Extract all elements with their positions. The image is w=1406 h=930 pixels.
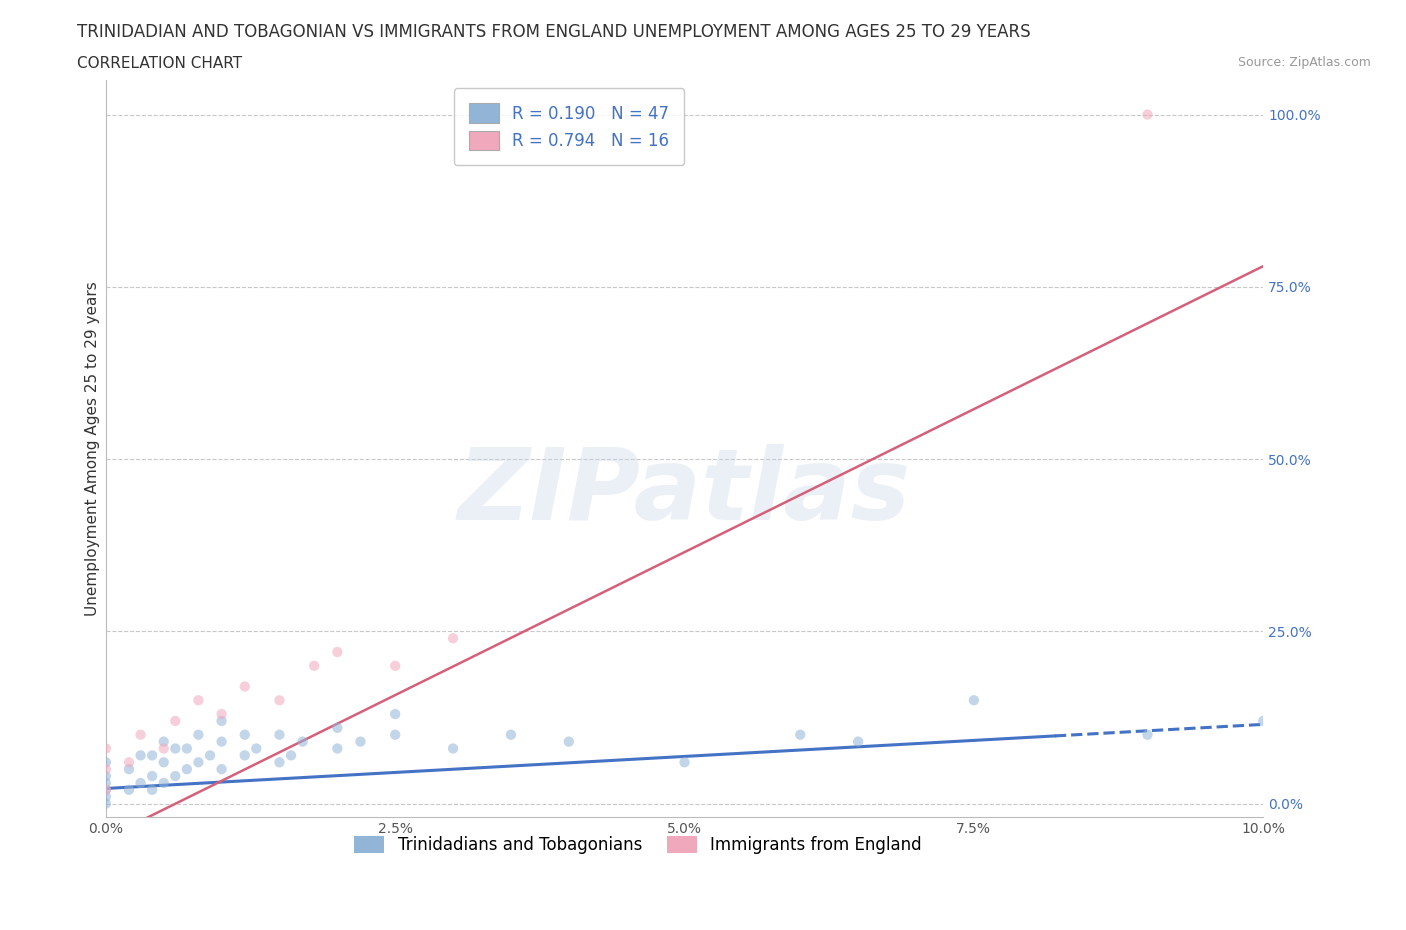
Point bbox=[94, 782, 117, 797]
Point bbox=[326, 721, 349, 736]
Point bbox=[211, 762, 233, 777]
Point bbox=[673, 755, 696, 770]
Y-axis label: Unemployment Among Ages 25 to 29 years: Unemployment Among Ages 25 to 29 years bbox=[86, 282, 100, 617]
Point bbox=[94, 790, 117, 804]
Point bbox=[1136, 107, 1159, 122]
Point bbox=[176, 762, 198, 777]
Point bbox=[269, 755, 291, 770]
Point bbox=[1136, 727, 1159, 742]
Text: CORRELATION CHART: CORRELATION CHART bbox=[77, 56, 242, 71]
Point bbox=[165, 768, 187, 783]
Point bbox=[384, 707, 406, 722]
Point bbox=[846, 734, 869, 749]
Point bbox=[118, 755, 141, 770]
Point bbox=[94, 796, 117, 811]
Text: TRINIDADIAN AND TOBAGONIAN VS IMMIGRANTS FROM ENGLAND UNEMPLOYMENT AMONG AGES 25: TRINIDADIAN AND TOBAGONIAN VS IMMIGRANTS… bbox=[77, 23, 1031, 41]
Point bbox=[94, 762, 117, 777]
Point bbox=[441, 741, 464, 756]
Point bbox=[789, 727, 811, 742]
Point bbox=[129, 776, 152, 790]
Point bbox=[291, 734, 314, 749]
Point bbox=[152, 741, 174, 756]
Point bbox=[141, 768, 163, 783]
Point bbox=[233, 727, 256, 742]
Point bbox=[558, 734, 581, 749]
Point bbox=[269, 727, 291, 742]
Point bbox=[211, 707, 233, 722]
Point bbox=[94, 741, 117, 756]
Point bbox=[280, 748, 302, 763]
Point bbox=[198, 748, 221, 763]
Point bbox=[94, 782, 117, 797]
Point bbox=[1251, 713, 1274, 728]
Point bbox=[211, 734, 233, 749]
Text: Source: ZipAtlas.com: Source: ZipAtlas.com bbox=[1237, 56, 1371, 69]
Point bbox=[118, 762, 141, 777]
Point bbox=[441, 631, 464, 645]
Point bbox=[152, 755, 174, 770]
Point bbox=[176, 741, 198, 756]
Point bbox=[165, 741, 187, 756]
Point bbox=[187, 727, 209, 742]
Point bbox=[233, 679, 256, 694]
Point bbox=[165, 713, 187, 728]
Point bbox=[187, 755, 209, 770]
Point bbox=[94, 768, 117, 783]
Point bbox=[245, 741, 267, 756]
Point bbox=[141, 782, 163, 797]
Point bbox=[384, 658, 406, 673]
Text: ZIPatlas: ZIPatlas bbox=[458, 445, 911, 541]
Point bbox=[152, 776, 174, 790]
Point bbox=[326, 644, 349, 659]
Point bbox=[152, 734, 174, 749]
Point bbox=[129, 748, 152, 763]
Point bbox=[326, 741, 349, 756]
Point bbox=[141, 748, 163, 763]
Point bbox=[233, 748, 256, 763]
Point bbox=[349, 734, 371, 749]
Legend: Trinidadians and Tobagonians, Immigrants from England: Trinidadians and Tobagonians, Immigrants… bbox=[347, 830, 929, 860]
Point bbox=[963, 693, 986, 708]
Point bbox=[302, 658, 325, 673]
Point bbox=[94, 776, 117, 790]
Point bbox=[129, 727, 152, 742]
Point bbox=[499, 727, 522, 742]
Point bbox=[118, 782, 141, 797]
Point bbox=[211, 713, 233, 728]
Point bbox=[94, 755, 117, 770]
Point bbox=[384, 727, 406, 742]
Point bbox=[269, 693, 291, 708]
Point bbox=[187, 693, 209, 708]
